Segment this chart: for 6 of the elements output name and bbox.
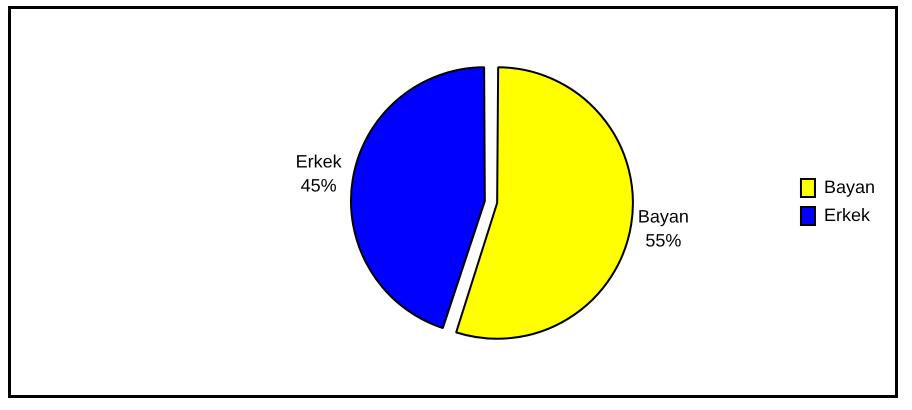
slice-label: Erkek — [296, 152, 343, 172]
legend-label: Erkek — [824, 204, 871, 225]
data-label: 45% — [300, 176, 337, 196]
slice-label: Bayan — [638, 206, 689, 226]
legend-label: Bayan — [824, 176, 876, 197]
data-label: 55% — [645, 230, 682, 250]
